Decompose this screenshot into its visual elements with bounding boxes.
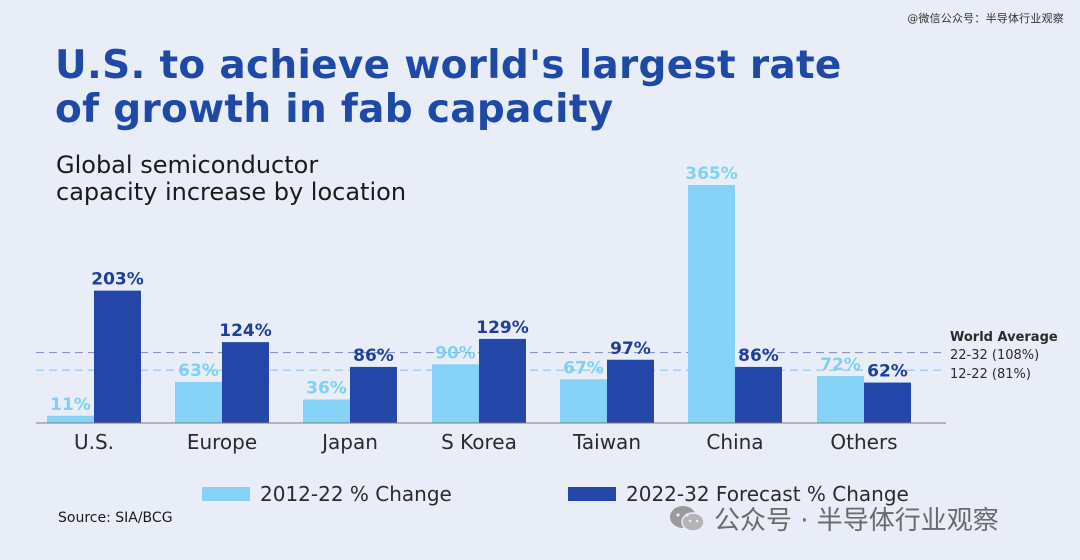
legend-swatch-2022 xyxy=(568,487,616,501)
bar-value-label-1-4: 97% xyxy=(610,339,651,359)
bar-1-5 xyxy=(735,366,782,423)
bar-0-4 xyxy=(560,379,607,423)
bar-value-label-1-3: 129% xyxy=(476,318,529,338)
bar-value-label-0-1: 63% xyxy=(178,361,219,381)
chart-title: U.S. to achieve world's largest rate of … xyxy=(55,44,842,132)
bar-0-3 xyxy=(432,364,479,423)
bar-value-label-1-5: 86% xyxy=(738,346,779,366)
bar-1-2 xyxy=(350,366,397,423)
bar-0-6 xyxy=(817,376,864,423)
category-label-6: Others xyxy=(830,430,897,454)
world-average-label-1: 12-22 (81%) xyxy=(950,367,1031,382)
bar-1-6 xyxy=(864,382,911,423)
bar-value-label-0-3: 90% xyxy=(435,343,476,363)
bar-value-label-0-5: 365% xyxy=(685,164,738,184)
chart-legend: 2012-22 % Change 2022-32 Forecast % Chan… xyxy=(0,482,1080,506)
bar-value-label-1-0: 203% xyxy=(91,270,144,290)
bar-value-label-0-6: 72% xyxy=(820,355,861,375)
category-label-2: Japan xyxy=(320,430,378,454)
bar-value-label-0-4: 67% xyxy=(563,358,604,378)
legend-label-2012: 2012-22 % Change xyxy=(260,482,452,506)
category-label-0: U.S. xyxy=(74,430,114,454)
watermark-top: @微信公众号：半导体行业观察 xyxy=(907,12,1064,25)
legend-swatch-2012 xyxy=(202,487,250,501)
bar-1-4 xyxy=(607,359,654,423)
world-average-label-0: 22-32 (108%) xyxy=(950,348,1039,363)
bar-1-3 xyxy=(479,338,526,423)
wechat-icon xyxy=(670,505,705,532)
watermark-bottom-text: 公众号 · 半导体行业观察 xyxy=(714,506,999,536)
bar-value-label-1-6: 62% xyxy=(867,362,908,382)
watermark-bottom: 公众号 · 半导体行业观察 xyxy=(668,500,999,537)
legend-item-2012: 2012-22 % Change xyxy=(202,482,452,506)
bar-0-2 xyxy=(303,399,350,423)
bar-1-0 xyxy=(94,290,141,423)
chart-title-line-1: U.S. to achieve world's largest rate xyxy=(55,43,842,88)
chart-subtitle: Global semiconductor capacity increase b… xyxy=(56,152,406,206)
bar-0-1 xyxy=(175,381,222,423)
legend-label-2022: 2022-32 Forecast % Change xyxy=(626,482,909,506)
legend-item-2022: 2022-32 Forecast % Change xyxy=(568,482,909,506)
bar-value-label-1-2: 86% xyxy=(353,346,394,366)
bar-0-0 xyxy=(47,415,94,423)
source-note: Source: SIA/BCG xyxy=(58,510,173,526)
chart-title-line-2: of growth in fab capacity xyxy=(55,87,614,132)
bar-1-1 xyxy=(222,342,269,423)
bar-0-5 xyxy=(688,185,735,423)
world-average-title: World Average xyxy=(950,330,1058,345)
chart-subtitle-line-1: Global semiconductor xyxy=(56,151,319,179)
category-label-3: S Korea xyxy=(441,430,517,454)
bar-value-label-0-0: 11% xyxy=(50,395,91,415)
bar-value-label-1-1: 124% xyxy=(219,321,272,341)
bar-value-label-0-2: 36% xyxy=(306,379,347,399)
chart-subtitle-line-2: capacity increase by location xyxy=(56,178,407,206)
category-label-1: Europe xyxy=(187,430,257,454)
category-label-5: China xyxy=(706,430,763,454)
category-label-4: Taiwan xyxy=(572,430,641,454)
